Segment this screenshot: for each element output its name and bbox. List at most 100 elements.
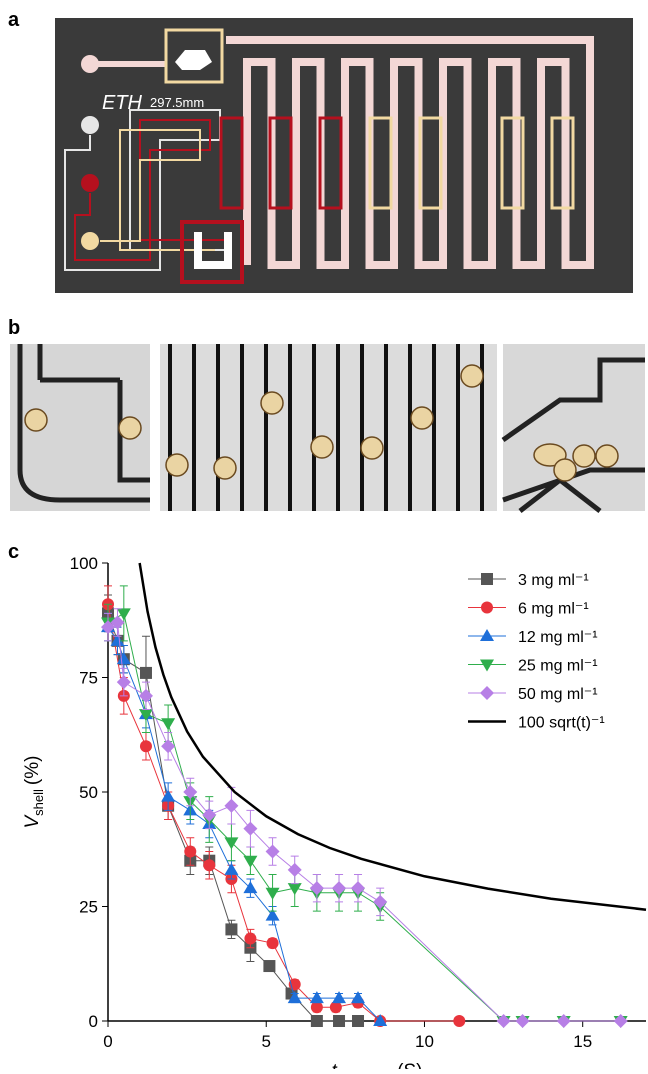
marker [110, 615, 125, 630]
marker [243, 855, 258, 868]
highlight-box [180, 220, 244, 284]
marker [101, 620, 115, 635]
panel-label: a [8, 9, 20, 31]
marker [373, 894, 388, 909]
marker [138, 709, 153, 722]
marker [309, 881, 324, 896]
marker [224, 862, 239, 875]
marker [110, 633, 125, 646]
bead [360, 436, 384, 460]
plot: 0 25 50 75 100 0 5 10 15 tresidence(S) Vshell (%) 3 … [22, 554, 647, 1074]
marker [116, 608, 131, 621]
marker [116, 675, 131, 690]
marker [613, 1014, 628, 1028]
marker [310, 1015, 323, 1027]
marker [266, 937, 279, 950]
highlight-boxes [219, 116, 575, 210]
inlet [81, 55, 99, 73]
legend-label: 50 mg ml⁻¹ [518, 686, 598, 703]
marker [287, 862, 302, 877]
bead [572, 444, 596, 468]
marker [333, 1015, 346, 1027]
marker [309, 991, 324, 1004]
series-line [107, 612, 621, 1022]
highlight-box [368, 116, 393, 210]
marker [139, 740, 152, 753]
axis-title-part: (%) [22, 756, 43, 786]
x-tick-label: 15 [573, 1032, 592, 1051]
marker [332, 881, 347, 896]
marker [556, 1014, 571, 1028]
marker [515, 1014, 530, 1028]
highlight-box [318, 116, 343, 210]
marker [225, 923, 238, 936]
panel-label: c [8, 541, 19, 563]
highlight-box [219, 116, 244, 210]
legend-marker [480, 659, 494, 672]
marker [139, 666, 152, 679]
x-tick-label: 10 [415, 1032, 434, 1051]
inlet [81, 232, 99, 250]
axis-title-part: t [332, 1061, 338, 1069]
marker [373, 1014, 388, 1026]
micrograph [503, 344, 645, 511]
bead [410, 406, 434, 430]
scale-label: 297.5mm [150, 95, 204, 110]
channel-walls [168, 344, 484, 511]
channel [100, 129, 215, 251]
bead [595, 444, 619, 468]
marker [224, 837, 239, 850]
marker [243, 821, 258, 836]
bead [213, 456, 237, 480]
legend-label: 3 mg ml⁻¹ [518, 572, 589, 589]
highlight-box [418, 116, 443, 210]
inlet [81, 174, 99, 192]
x-tick-label: 5 [262, 1032, 271, 1051]
series-line [107, 626, 381, 1022]
legend-label: 12 mg ml⁻¹ [518, 629, 598, 646]
inlet [81, 116, 99, 134]
beads [24, 364, 619, 482]
marker [116, 652, 131, 665]
y-axis-title: Vshell (%) [22, 756, 46, 829]
legend-marker [481, 601, 493, 614]
marker [202, 807, 217, 822]
y-tick-label: 25 [79, 898, 98, 917]
legend-label: 25 mg ml⁻¹ [518, 658, 598, 675]
y-tick-label: 0 [89, 1012, 98, 1031]
bead [24, 408, 48, 432]
bead [533, 443, 567, 467]
highlight-box [500, 116, 525, 210]
serpentine-channel [226, 36, 594, 269]
marker [244, 932, 257, 945]
marker [183, 785, 198, 799]
marker [243, 881, 258, 894]
channel [194, 232, 232, 269]
marker [265, 844, 280, 859]
marker [329, 1001, 342, 1014]
series-line [107, 621, 621, 1022]
y-tick-label: 100 [70, 554, 98, 573]
axis-title-part: shell [31, 789, 46, 816]
legend-label: 6 mg ml⁻¹ [518, 601, 589, 618]
marker [203, 859, 216, 872]
highlight-box [164, 28, 224, 84]
bead [310, 435, 334, 459]
x-axis-title: tresidence(S) [332, 1061, 423, 1069]
bead [460, 364, 484, 388]
marker [352, 1015, 365, 1027]
marker [161, 789, 176, 802]
marker [263, 960, 276, 973]
marker [161, 739, 176, 754]
legend-label: 100 sqrt(t)⁻¹ [518, 715, 605, 732]
marker [265, 908, 280, 921]
marker [310, 1001, 323, 1014]
bead [553, 458, 577, 482]
y-tick-label: 50 [79, 783, 98, 802]
curve [138, 562, 647, 911]
marker [224, 798, 239, 813]
bead [165, 453, 189, 477]
channel-wall [17, 344, 150, 503]
marker [138, 688, 153, 703]
